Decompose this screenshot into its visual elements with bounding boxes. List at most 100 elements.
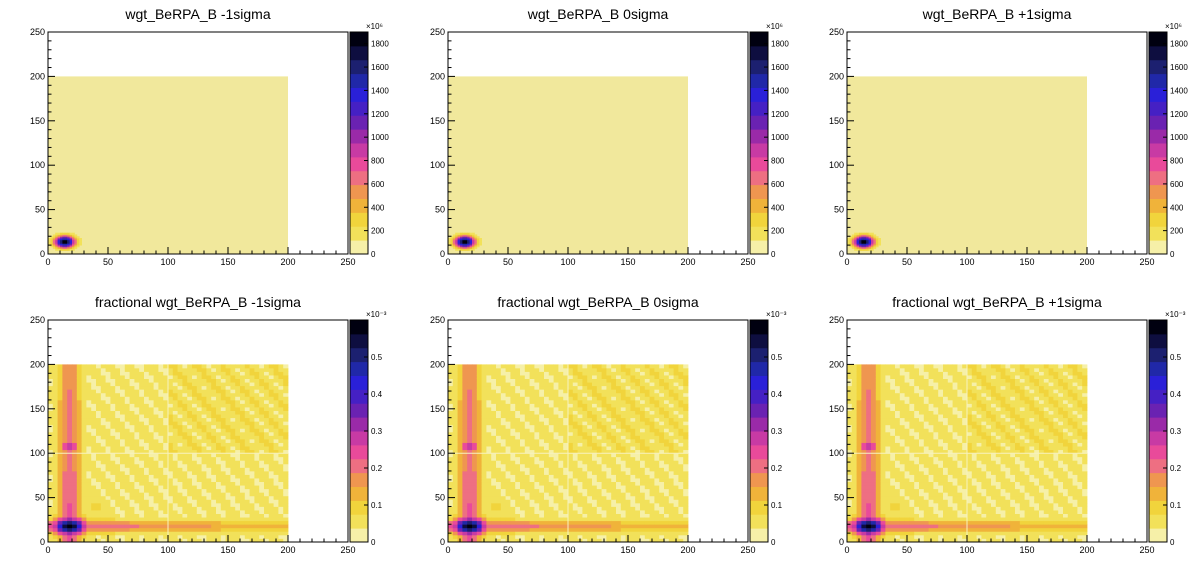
heatmap-cell <box>476 241 480 244</box>
heatmap-cell <box>606 517 612 522</box>
heatmap-cell <box>596 485 602 490</box>
heatmap-cell <box>856 243 860 246</box>
heatmap-cell <box>206 382 212 387</box>
heatmap-cell <box>96 474 102 479</box>
heatmap-cell <box>148 506 154 511</box>
heatmap-cell <box>177 403 183 408</box>
heatmap-cell <box>76 364 82 369</box>
heatmap-cell <box>596 414 602 419</box>
heatmap-cell <box>196 442 202 447</box>
heatmap-cell <box>158 527 164 532</box>
heatmap-cell <box>534 442 540 447</box>
y-tick-label: 150 <box>30 116 45 126</box>
heatmap-cell <box>278 470 284 475</box>
heatmap-cell <box>273 403 279 408</box>
heatmap-cell <box>110 527 116 532</box>
heatmap-cell <box>587 410 593 415</box>
heatmap-cell <box>206 488 212 493</box>
heatmap-cell <box>582 399 588 404</box>
heatmap-cell <box>79 241 82 244</box>
heatmap-cell <box>96 385 102 390</box>
heatmap-cell <box>572 424 578 429</box>
heatmap-cell <box>558 438 564 443</box>
heatmap-cell <box>278 414 284 419</box>
heatmap-cell <box>168 492 174 497</box>
heatmap-cell <box>196 520 202 525</box>
heatmap-cell <box>472 431 478 436</box>
heatmap-cell <box>548 470 554 475</box>
heatmap-cell <box>72 502 78 507</box>
colorbar-swatch <box>1149 143 1167 158</box>
colorbar-swatch <box>350 143 368 158</box>
heatmap-cell <box>72 467 78 472</box>
heatmap-cell <box>500 478 506 483</box>
heatmap-cell <box>268 382 274 387</box>
heatmap-cell <box>264 392 270 397</box>
heatmap-cell <box>866 236 869 239</box>
heatmap-cell <box>476 467 482 472</box>
heatmap-cell <box>283 396 289 401</box>
heatmap-cell <box>124 520 130 525</box>
heatmap-cell <box>148 442 154 447</box>
heatmap-cell <box>124 438 130 443</box>
heatmap-cell <box>172 396 178 401</box>
heatmap-cell <box>86 527 92 532</box>
heatmap-cell <box>481 392 487 397</box>
heatmap-cell <box>139 385 145 390</box>
heatmap-cell <box>606 470 612 475</box>
heatmap-cell <box>115 488 121 493</box>
heatmap-cell <box>452 478 458 483</box>
heatmap-cell <box>177 463 183 468</box>
heatmap-cell <box>601 399 607 404</box>
heatmap-cell <box>86 382 92 387</box>
heatmap-cell <box>172 378 178 383</box>
heatmap-cell <box>520 435 526 440</box>
heatmap-cell <box>192 506 198 511</box>
heatmap-cell <box>283 435 289 440</box>
heatmap-cell <box>529 399 535 404</box>
heatmap-cell <box>158 520 164 525</box>
heatmap-cell <box>563 385 569 390</box>
heatmap-cell <box>158 531 164 536</box>
heatmap-cell <box>500 517 506 522</box>
heatmap-cell <box>606 417 612 422</box>
heatmap-cell <box>192 424 198 429</box>
heatmap-cell <box>601 506 607 511</box>
heatmap-cell <box>548 481 554 486</box>
heatmap-cell <box>91 431 97 436</box>
heatmap-cell <box>553 364 559 369</box>
heatmap-cell <box>264 502 270 507</box>
heatmap-cell <box>55 236 58 239</box>
heatmap-cell <box>110 438 116 443</box>
heatmap-cell <box>67 438 73 443</box>
heatmap-cell <box>577 478 583 483</box>
heatmap-cell <box>144 510 150 514</box>
heatmap-cell <box>452 435 458 440</box>
heatmap-cell <box>52 510 58 514</box>
heatmap-cell <box>62 442 68 447</box>
heatmap-cell <box>230 463 236 468</box>
heatmap-cell <box>177 510 183 514</box>
heatmap-cell <box>172 470 178 475</box>
heatmap-cell <box>464 232 468 235</box>
heatmap-cell <box>539 375 545 380</box>
heatmap-cell <box>139 431 145 436</box>
heatmap-cell <box>496 417 502 422</box>
heatmap-cell <box>211 364 217 369</box>
heatmap-cell <box>153 428 159 433</box>
heatmap-cell <box>48 527 54 532</box>
heatmap-cell <box>553 414 559 419</box>
heatmap-cell <box>467 510 473 514</box>
heatmap-cell <box>259 499 265 504</box>
heatmap-cell <box>153 378 159 383</box>
heatmap-cell <box>452 470 458 475</box>
heatmap-cell <box>86 470 92 475</box>
heatmap-cell <box>172 527 178 532</box>
heatmap-cell <box>496 375 502 380</box>
colorbar-swatch <box>750 143 768 158</box>
heatmap-cell <box>515 382 521 387</box>
heatmap-cell <box>486 385 492 390</box>
heatmap-cell <box>457 460 463 465</box>
heatmap-cell <box>568 375 574 380</box>
heatmap-cell <box>124 524 130 529</box>
